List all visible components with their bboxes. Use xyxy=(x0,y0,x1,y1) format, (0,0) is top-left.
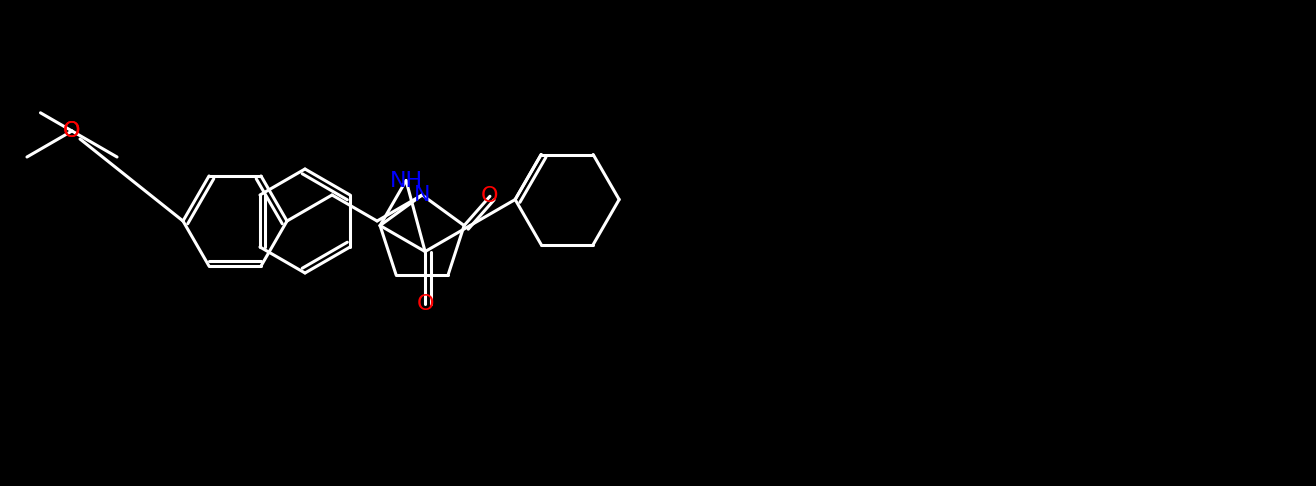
Text: O: O xyxy=(416,294,434,313)
Text: O: O xyxy=(482,186,499,206)
Text: N: N xyxy=(413,185,430,205)
Text: NH: NH xyxy=(390,171,422,191)
Text: O: O xyxy=(63,121,80,141)
Text: O: O xyxy=(63,121,80,141)
